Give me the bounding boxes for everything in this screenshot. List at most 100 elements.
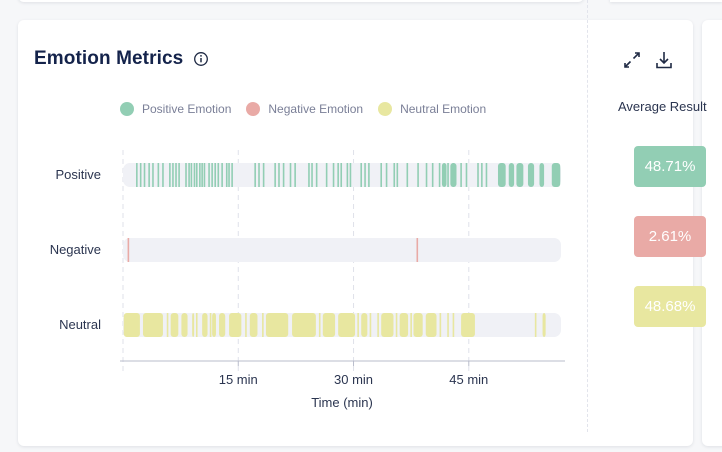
card-actions <box>622 50 674 70</box>
neutral-segment <box>142 313 163 337</box>
row-label-negative: Negative <box>49 242 101 257</box>
positive-event <box>221 163 223 187</box>
neutral-segment <box>413 313 423 337</box>
neutral-event <box>166 313 169 337</box>
positive-event <box>396 163 399 187</box>
positive-event <box>157 163 160 187</box>
average-result-title: Average Result <box>618 99 707 114</box>
neutral-segment <box>361 313 368 337</box>
x-tick-label: 15 min <box>219 372 258 387</box>
positive-segment <box>527 163 535 187</box>
positive-event <box>262 163 265 187</box>
positive-event <box>152 163 154 187</box>
positive-event <box>143 163 146 187</box>
legend-item-positive[interactable]: Positive Emotion <box>120 102 231 116</box>
x-tick-label: 45 min <box>449 372 488 387</box>
adjacent-card <box>702 20 722 446</box>
positive-event <box>178 163 180 187</box>
legend-item-neutral[interactable]: Neutral Emotion <box>378 102 486 116</box>
positive-event <box>258 163 260 187</box>
neutral-event <box>318 313 321 337</box>
neutral-event <box>245 313 247 337</box>
positive-event <box>231 163 233 187</box>
positive-event <box>311 163 313 187</box>
positive-event <box>175 163 177 187</box>
neutral-event <box>195 313 198 337</box>
expand-icon[interactable] <box>622 50 642 70</box>
neutral-segment <box>229 313 242 337</box>
positive-event <box>308 163 310 187</box>
positive-event <box>172 163 174 187</box>
positive-event <box>425 163 428 187</box>
neutral-segment <box>202 313 208 337</box>
download-icon[interactable] <box>654 50 674 70</box>
neutral-segment <box>381 313 394 337</box>
positive-event <box>199 163 201 187</box>
average-neutral-badge: 48.68% <box>634 286 706 327</box>
positive-event <box>294 163 296 187</box>
positive-event <box>203 163 206 187</box>
card-title: Emotion Metrics <box>34 48 184 69</box>
info-icon[interactable] <box>193 51 209 67</box>
neutral-event <box>357 313 359 337</box>
neutral-segment <box>170 313 179 337</box>
neutral-event <box>395 313 398 337</box>
positive-event <box>274 163 276 187</box>
average-negative-badge: 2.61% <box>634 216 706 257</box>
positive-event <box>148 163 150 187</box>
average-positive-badge: 48.71% <box>634 146 706 187</box>
positive-event <box>169 163 171 187</box>
positive-event <box>385 163 388 187</box>
negative-event <box>416 238 419 262</box>
neutral-event <box>534 313 537 337</box>
positive-event <box>278 163 280 187</box>
neutral-segment <box>292 313 316 337</box>
positive-event <box>337 163 339 187</box>
clipped-icon: ⋮ <box>718 50 722 67</box>
chart-legend: Positive Emotion Negative Emotion Neutra… <box>120 102 486 116</box>
positive-event <box>380 163 382 187</box>
positive-event <box>188 163 190 187</box>
positive-event <box>346 163 349 187</box>
neutral-event <box>369 313 372 337</box>
positive-event <box>368 163 370 187</box>
positive-event <box>431 163 434 187</box>
positive-event <box>452 163 455 187</box>
positive-event <box>228 163 230 187</box>
positive-event <box>254 163 256 187</box>
neutral-segment <box>219 313 226 337</box>
neutral-segment <box>399 313 409 337</box>
positive-segment <box>441 163 447 187</box>
positive-event <box>481 163 483 187</box>
neutral-event <box>447 313 449 337</box>
top-card <box>18 0 584 2</box>
neutral-segment <box>181 313 188 337</box>
neutral-event <box>410 313 412 337</box>
positive-event <box>214 163 217 187</box>
legend-dot <box>378 102 393 116</box>
legend-label: Negative Emotion <box>268 102 364 116</box>
positive-segment <box>539 163 545 187</box>
positive-event <box>201 163 203 187</box>
positive-event <box>195 163 198 187</box>
neutral-segment <box>123 313 140 337</box>
positive-event <box>485 163 488 187</box>
positive-event <box>332 163 335 187</box>
panel-divider <box>587 0 588 432</box>
positive-segment <box>508 163 515 187</box>
positive-event <box>393 163 396 187</box>
positive-event <box>208 163 210 187</box>
neutral-segment <box>265 313 289 337</box>
legend-dot <box>246 102 261 116</box>
legend-item-negative[interactable]: Negative Emotion <box>246 102 363 116</box>
neutral-segment <box>461 313 475 337</box>
positive-event <box>289 163 292 187</box>
positive-event <box>349 163 352 187</box>
neutral-event <box>377 313 379 337</box>
neutral-segment <box>249 313 258 337</box>
positive-event <box>477 163 479 187</box>
positive-event <box>136 163 138 187</box>
positive-event <box>465 163 468 187</box>
neutral-segment <box>542 313 546 337</box>
positive-event <box>406 163 409 187</box>
